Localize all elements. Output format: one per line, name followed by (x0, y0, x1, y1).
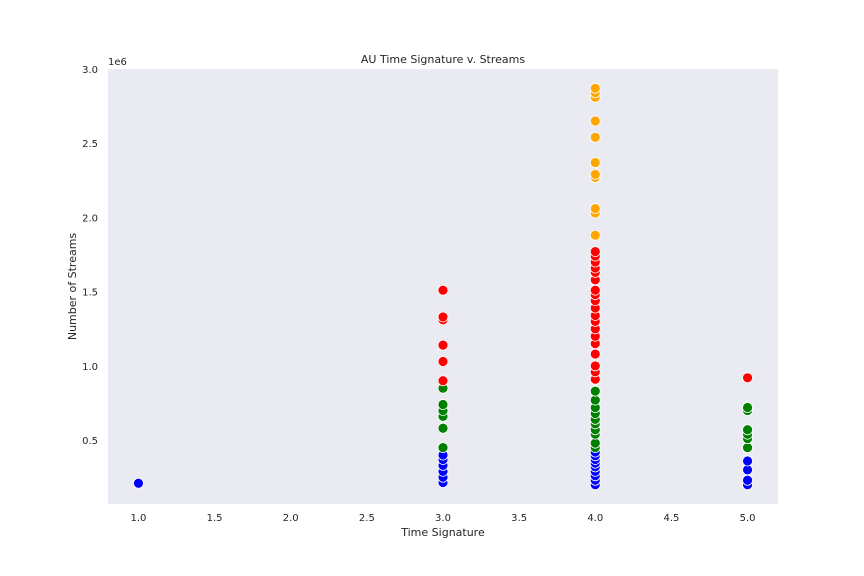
data-point (589, 229, 601, 241)
y-tick-label: 2.5 (82, 139, 98, 150)
x-tick-label: 4.5 (663, 513, 679, 524)
x-axis-label: Time Signature (400, 526, 485, 539)
x-tick-label: 2.5 (359, 513, 375, 524)
x-tick-label: 4.0 (587, 513, 603, 524)
x-axis: 1.0 1.5 2.0 2.5 3.0 3.5 4.0 4.5 5.0 (131, 513, 756, 524)
data-point (589, 131, 601, 143)
data-point (589, 360, 601, 372)
data-point (742, 464, 753, 476)
data-point (589, 385, 601, 397)
data-point (742, 474, 753, 486)
y-tick-label: 1.0 (82, 362, 98, 373)
data-point (437, 356, 449, 367)
y-tick-label: 0.5 (82, 436, 98, 447)
y-axis-offset-label: 1e6 (108, 57, 127, 68)
x-tick-label: 2.0 (283, 513, 299, 524)
x-tick-label: 1.5 (207, 513, 223, 524)
y-axis-label: Number of Streams (66, 233, 79, 341)
data-point (742, 455, 753, 467)
data-point (133, 477, 144, 489)
x-tick-label: 3.0 (435, 513, 451, 524)
data-point (437, 375, 449, 387)
data-point (589, 115, 601, 127)
data-point (589, 246, 601, 258)
data-point (437, 422, 449, 434)
y-tick-label: 2.0 (82, 213, 98, 224)
data-point (437, 311, 449, 323)
data-point (437, 284, 449, 296)
y-axis: 0.5 1.0 1.5 2.0 2.5 3.0 (82, 65, 98, 447)
data-point (742, 402, 753, 413)
data-point (589, 82, 601, 94)
data-point (437, 339, 449, 351)
x-tick-label: 3.5 (511, 513, 527, 524)
data-point (437, 442, 449, 453)
data-point (589, 437, 601, 449)
data-point (437, 399, 449, 410)
data-point (589, 348, 601, 360)
data-point (742, 442, 753, 453)
data-point (589, 157, 601, 168)
y-tick-label: 1.5 (82, 288, 98, 299)
chart-title: AU Time Signature v. Streams (361, 53, 526, 66)
data-point (589, 284, 601, 296)
data-point (589, 394, 601, 406)
data-point (742, 372, 753, 384)
x-tick-label: 1.0 (131, 513, 147, 524)
data-point (589, 203, 601, 214)
y-tick-label: 3.0 (82, 65, 98, 76)
data-point (589, 169, 601, 180)
x-tick-label: 5.0 (740, 513, 756, 524)
data-points (133, 82, 753, 491)
data-point (742, 424, 753, 436)
